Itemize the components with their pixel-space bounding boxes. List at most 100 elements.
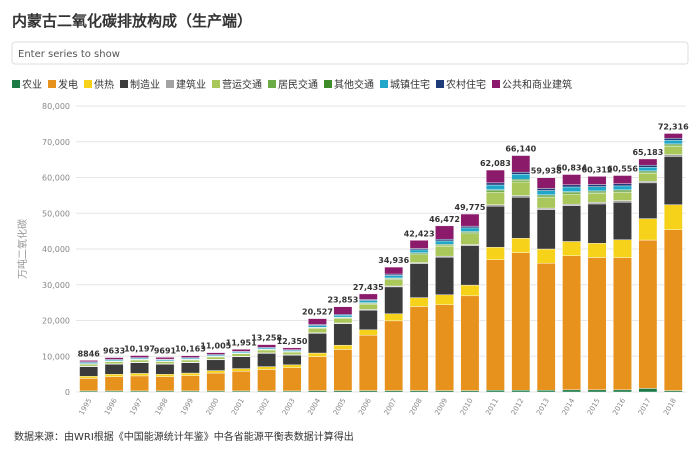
bar-segment xyxy=(257,350,275,353)
bar-segment xyxy=(435,246,453,256)
bar-segment xyxy=(283,348,301,350)
y-tick-label: 40,000 xyxy=(42,245,70,254)
bar-segment xyxy=(664,230,682,391)
bar-segment xyxy=(105,377,123,391)
x-tick-label: 2010 xyxy=(459,397,475,416)
bar-segment xyxy=(385,280,403,286)
total-label: 9633 xyxy=(103,347,125,356)
bar-segment xyxy=(257,353,275,366)
bar-segment xyxy=(435,295,453,305)
x-tick-label: 2018 xyxy=(662,397,678,416)
bar-segment xyxy=(613,258,631,390)
bar-segment xyxy=(207,373,225,391)
bar-segment xyxy=(639,173,657,181)
legend-swatch xyxy=(48,80,56,88)
legend-label: 建筑业 xyxy=(176,78,206,91)
total-label: 62,083 xyxy=(480,159,511,168)
legend-swatch xyxy=(212,80,220,88)
bar-segment xyxy=(130,376,148,391)
legend-label: 公共和商业建筑 xyxy=(502,78,572,91)
bar-segment xyxy=(257,345,275,348)
bar-segment xyxy=(613,176,631,184)
bar-segment xyxy=(562,241,580,255)
bar-segment xyxy=(613,184,631,186)
bar-segment xyxy=(283,355,301,365)
x-tick-label: 2004 xyxy=(306,397,322,417)
x-tick-label: 1997 xyxy=(128,397,144,416)
bar-segment xyxy=(359,391,377,392)
bar-segment xyxy=(588,193,606,202)
bar-segment xyxy=(588,176,606,184)
y-axis-label: 万吨二氧化碳 xyxy=(16,219,29,279)
bar-segment xyxy=(308,328,326,332)
y-tick-label: 60,000 xyxy=(42,174,70,183)
legend-label: 其他交通 xyxy=(334,78,374,91)
x-tick-label: 2006 xyxy=(357,397,373,417)
bar-segment xyxy=(512,253,530,391)
x-tick-label: 2015 xyxy=(586,397,602,416)
y-tick-label: 70,000 xyxy=(42,138,70,147)
x-tick-label: 2002 xyxy=(256,397,272,416)
bar-segment xyxy=(486,191,504,192)
total-label: 20,527 xyxy=(302,308,333,317)
bar-segment xyxy=(486,247,504,260)
bar-segment xyxy=(207,360,225,371)
bar-segment xyxy=(639,183,657,219)
total-label: 34,936 xyxy=(378,256,409,265)
bar-segment xyxy=(613,186,631,190)
bar-segment xyxy=(588,243,606,257)
bar-segment xyxy=(308,333,326,353)
bar-segment xyxy=(308,391,326,392)
bar-segment xyxy=(385,267,403,274)
x-tick-label: 2011 xyxy=(484,397,500,416)
bar-segment xyxy=(588,192,606,193)
bar-segment xyxy=(537,178,555,189)
x-tick-label: 1996 xyxy=(103,397,119,417)
bar-segment xyxy=(613,201,631,203)
bar-segment xyxy=(537,390,555,392)
y-tick-label: 0 xyxy=(65,388,70,397)
bar-segment xyxy=(435,226,453,239)
bar-segment xyxy=(435,257,453,295)
bar-segment xyxy=(537,263,555,390)
bar-segment xyxy=(283,368,301,391)
total-label: 42,423 xyxy=(404,229,435,238)
bar-segment xyxy=(461,246,479,285)
y-tick-label: 80,000 xyxy=(42,102,70,111)
bar-segment xyxy=(562,187,580,192)
bar-segment xyxy=(410,255,428,263)
total-label: 27,435 xyxy=(353,283,384,292)
bar-segment xyxy=(130,363,148,374)
legend-label: 发电 xyxy=(58,78,78,91)
x-tick-label: 2008 xyxy=(408,397,424,416)
bar-segment xyxy=(435,239,453,241)
bar-segment xyxy=(105,364,123,374)
x-tick-label: 1999 xyxy=(179,397,195,416)
bar-segment xyxy=(308,326,326,328)
bar-segment xyxy=(664,155,682,157)
bar-segment xyxy=(308,319,326,325)
bar-segment xyxy=(486,206,504,247)
x-tick-label: 2003 xyxy=(281,397,297,416)
bar-segment xyxy=(80,364,98,366)
bar-segment xyxy=(359,300,377,302)
bar-segment xyxy=(512,180,530,182)
bar-segment xyxy=(588,258,606,390)
y-tick-label: 50,000 xyxy=(42,209,70,218)
y-tick-label: 10,000 xyxy=(42,352,70,361)
legend-label: 城镇住宅 xyxy=(390,78,430,91)
bar-segment xyxy=(562,193,580,194)
bar-segment xyxy=(461,234,479,245)
total-label: 8846 xyxy=(78,349,101,358)
bar-segment xyxy=(562,206,580,242)
bar-segment xyxy=(486,260,504,390)
total-label: 72,316 xyxy=(658,122,689,131)
bar-segment xyxy=(105,362,123,364)
bar-segment xyxy=(512,197,530,238)
x-tick-label: 2014 xyxy=(561,397,577,417)
bar-segment xyxy=(385,314,403,321)
bar-segment xyxy=(105,374,123,376)
legend-label: 农业 xyxy=(22,78,42,91)
bar-segment xyxy=(537,249,555,263)
